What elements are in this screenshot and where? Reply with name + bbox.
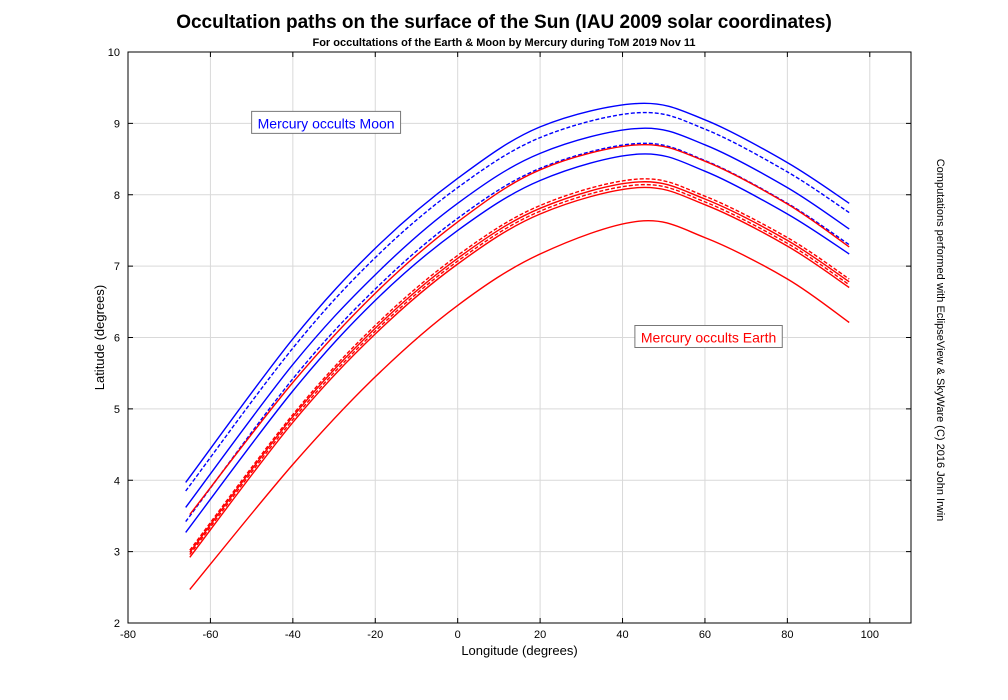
axis-ticks: -80 -60 -40 -20 0 20 40 60 80 100 2 3 4 5 6 7 8 9 10 [108,47,911,641]
annotation-text: Mercury occults Moon [258,115,395,131]
x-tick-label: 40 [616,629,628,641]
annotation-box [634,325,783,348]
earth-path-line-9 [189,183,850,555]
annotation-box [251,110,402,134]
earth-annotation: Mercury occults Earth [634,325,783,348]
earth-path-line-7 [189,178,850,551]
y-tick-label: 3 [114,547,120,559]
y-axis-label: Latitude (degrees) [92,285,107,391]
y-tick-label: 7 [114,261,120,273]
y-tick-label: 6 [114,333,120,345]
x-tick-label: -60 [202,629,218,641]
moon-path-line-1 [185,102,850,483]
y-tick-label: 8 [114,190,120,202]
earth-path-line-11 [189,220,850,590]
y-tick-label: 10 [108,47,120,59]
side-note-text: Computations performed with EclipseView … [934,158,946,522]
earth-path-line-6 [189,143,850,515]
earth-path-line-8 [189,181,850,553]
annotations: Mercury occults Moon Mercury occults Eart… [251,110,783,348]
x-axis-label: Longitude (degrees) [461,643,577,658]
x-tick-label: -20 [367,629,383,641]
moon-annotation: Mercury occults Moon [251,110,402,134]
y-tick-label: 5 [114,404,120,416]
x-tick-label: 80 [781,629,793,641]
y-tick-label: 4 [114,475,120,487]
series-group [185,102,850,590]
y-tick-label: 2 [114,618,120,630]
chart-title: Occultation paths on the surface of the … [176,12,832,33]
grid [127,51,911,624]
x-tick-label: 60 [699,629,711,641]
annotation-text: Mercury occults Earth [641,330,776,346]
x-tick-label: -80 [120,629,136,641]
x-tick-label: 0 [455,629,461,641]
moon-path-line-5 [185,153,850,533]
chart-subtitle: For occultations of the Earth & Moon by … [312,37,696,49]
y-tick-label: 9 [114,118,120,130]
earth-path-line-10 [189,186,850,558]
x-tick-label: 20 [534,629,546,641]
x-tick-label: -40 [285,629,301,641]
x-tick-label: 100 [861,629,879,641]
moon-path-line-3 [185,127,850,508]
moon-path-line-2 [185,111,850,492]
